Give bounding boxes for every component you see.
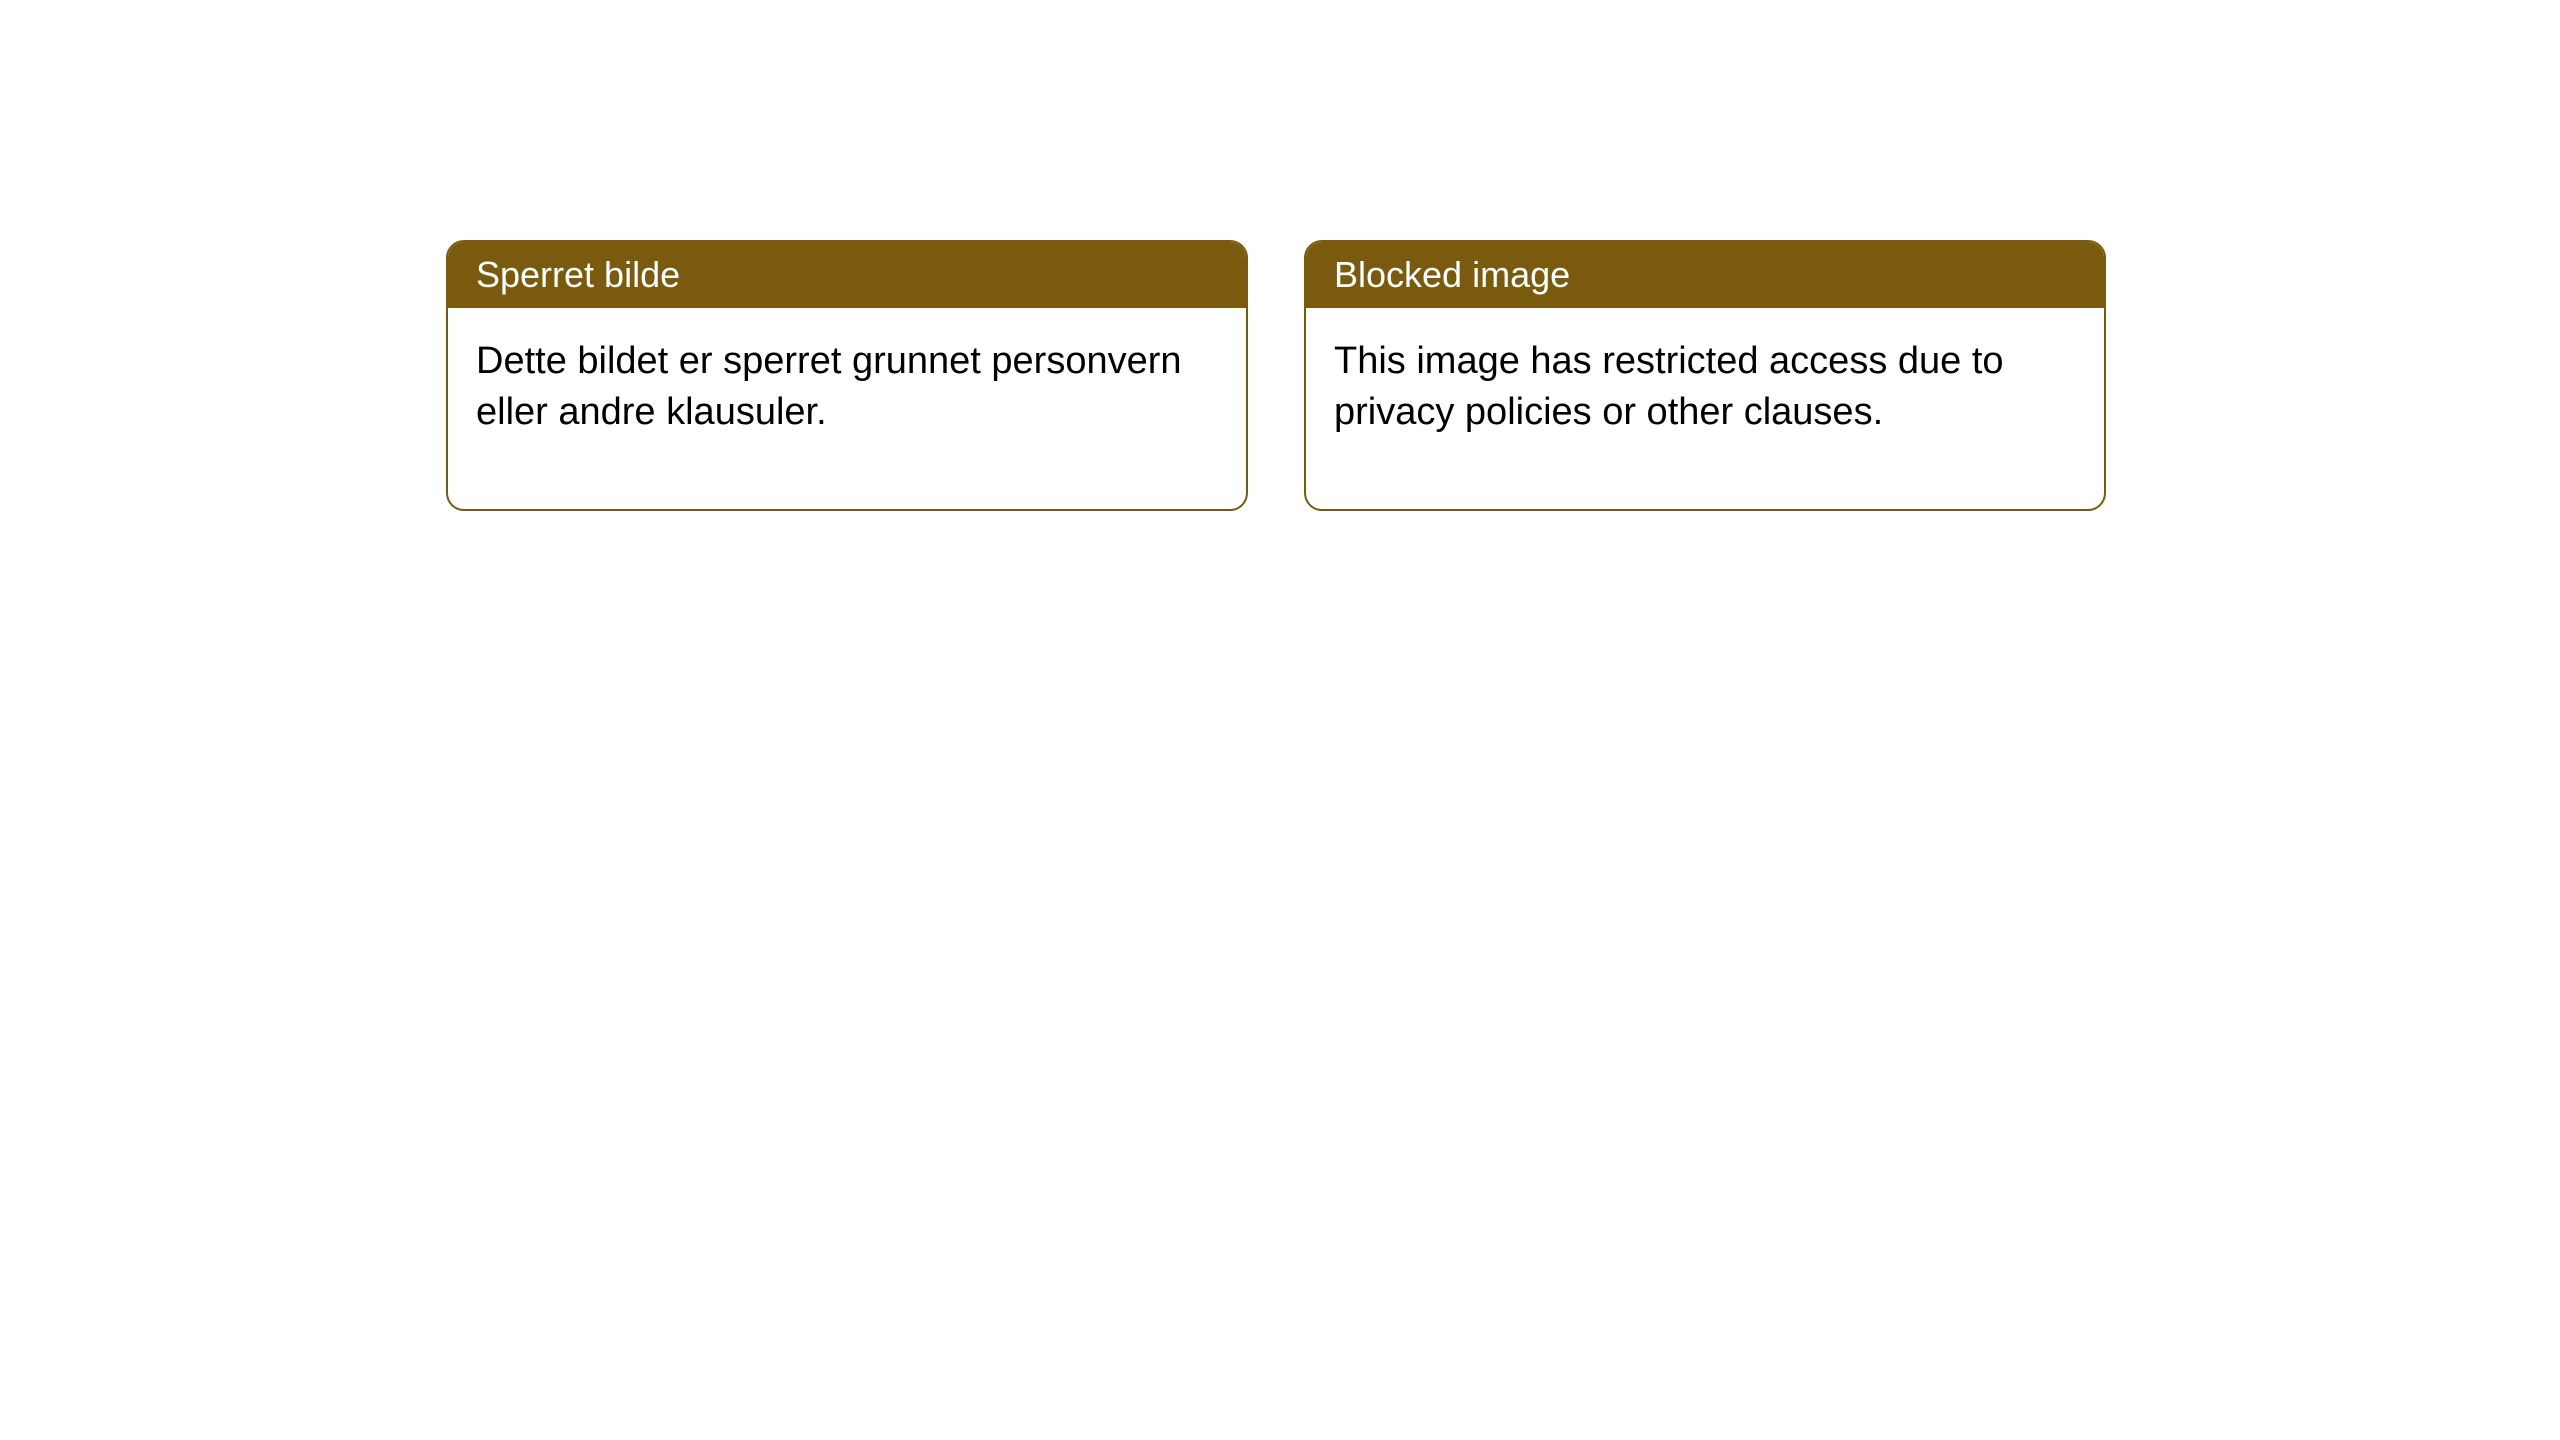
notice-card-english: Blocked image This image has restricted … bbox=[1304, 240, 2106, 511]
notice-card-norwegian: Sperret bilde Dette bildet er sperret gr… bbox=[446, 240, 1248, 511]
notice-title: Blocked image bbox=[1306, 242, 2104, 308]
notice-body: This image has restricted access due to … bbox=[1306, 308, 2104, 509]
notice-title: Sperret bilde bbox=[448, 242, 1246, 308]
notice-body: Dette bildet er sperret grunnet personve… bbox=[448, 308, 1246, 509]
notice-container: Sperret bilde Dette bildet er sperret gr… bbox=[446, 240, 2560, 511]
